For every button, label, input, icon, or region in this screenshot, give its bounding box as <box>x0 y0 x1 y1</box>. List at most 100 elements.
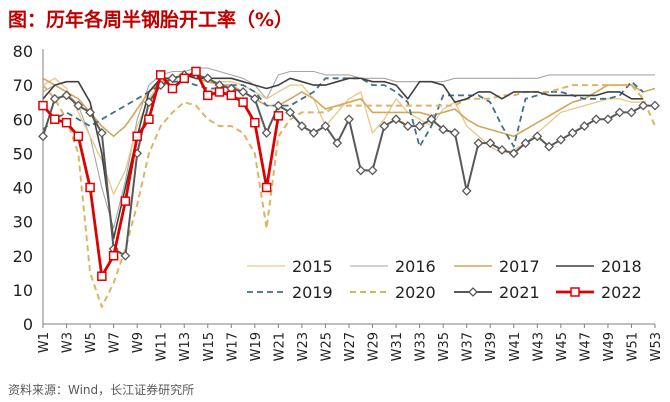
chart-title: 图：历年各周半钢胎开工率（%） <box>8 9 294 31</box>
data-point-2021 <box>414 121 425 131</box>
x-tick-label: W11 <box>155 332 170 361</box>
data-point-2021 <box>320 121 331 131</box>
series-2022 <box>38 66 284 281</box>
data-point-2022 <box>238 97 248 107</box>
x-tick-label: W23 <box>296 332 311 361</box>
data-point-2022 <box>144 114 154 124</box>
source-note: 资料来源：Wind，长江证券研究所 <box>8 383 195 397</box>
legend-marker <box>468 287 478 297</box>
x-tick-label: W33 <box>414 332 429 361</box>
x-tick-label: W17 <box>225 332 240 361</box>
x-tick-label: W49 <box>602 332 617 361</box>
data-point-2021 <box>367 165 378 176</box>
x-tick-label: W51 <box>625 332 640 361</box>
data-point-2022 <box>132 131 142 142</box>
data-point-2021 <box>167 73 178 84</box>
x-tick-label: W31 <box>390 332 405 361</box>
data-point-2021 <box>144 97 154 108</box>
x-tick-label: W1 <box>37 332 52 353</box>
data-point-2021 <box>391 114 401 125</box>
data-point-2021 <box>38 131 48 142</box>
legend-item-2016: 2016 <box>350 257 436 276</box>
data-point-2022 <box>273 111 284 121</box>
series-2021 <box>38 69 660 261</box>
x-tick-label: W3 <box>61 332 76 353</box>
data-point-2021 <box>120 250 131 261</box>
x-tick-label: W53 <box>649 332 664 361</box>
data-point-2021 <box>603 114 613 125</box>
series-layer <box>38 66 660 308</box>
data-point-2021 <box>402 121 413 131</box>
data-point-2021 <box>355 165 366 176</box>
data-point-2021 <box>638 100 649 111</box>
data-point-2021 <box>332 138 343 149</box>
x-tick-label: W25 <box>319 332 334 361</box>
x-tick-label: W9 <box>131 332 146 353</box>
data-point-2022 <box>108 251 119 261</box>
x-tick-label: W19 <box>249 332 264 361</box>
legend-item-2020: 2020 <box>350 283 436 302</box>
x-tick-label: W35 <box>437 332 452 361</box>
data-point-2021 <box>520 138 531 149</box>
data-point-2021 <box>626 107 637 118</box>
data-point-2022 <box>261 182 272 193</box>
legend-item-2019: 2019 <box>247 283 333 302</box>
legend-label: 2019 <box>292 283 333 302</box>
data-point-2021 <box>249 93 260 104</box>
data-point-2022 <box>214 87 225 97</box>
data-point-2021 <box>497 145 507 155</box>
series-line-2018 <box>42 74 644 240</box>
y-tick-label: 20 <box>13 247 33 266</box>
data-point-2021 <box>96 127 107 138</box>
data-point-2022 <box>179 73 189 84</box>
x-tick-label: W15 <box>202 332 217 361</box>
x-tick-label: W47 <box>578 332 593 361</box>
data-point-2022 <box>167 83 178 94</box>
x-tick-label: W39 <box>484 332 499 361</box>
data-point-2021 <box>461 185 472 196</box>
series-line-2020 <box>42 84 656 308</box>
legend-label: 2016 <box>395 257 436 276</box>
legend-label: 2022 <box>601 283 642 302</box>
legend-marker <box>570 287 580 297</box>
data-point-2021 <box>438 124 449 135</box>
legend-label: 2020 <box>395 283 436 302</box>
legend-label: 2021 <box>499 283 540 302</box>
y-tick-label: 80 <box>13 42 33 61</box>
data-point-2021 <box>555 134 566 145</box>
data-point-2021 <box>273 100 284 111</box>
x-tick-label: W5 <box>84 332 99 353</box>
legend-item-2021: 2021 <box>454 283 540 302</box>
y-tick-label: 50 <box>13 144 33 163</box>
data-point-2021 <box>285 107 296 118</box>
data-point-2021 <box>567 127 578 138</box>
data-point-2021 <box>508 148 519 159</box>
y-tick-label: 0 <box>23 315 33 334</box>
data-point-2021 <box>379 121 390 131</box>
data-point-2021 <box>426 114 437 125</box>
data-point-2021 <box>591 114 602 125</box>
series-2020 <box>42 84 656 308</box>
x-tick-label: W41 <box>508 332 523 361</box>
data-point-2021 <box>532 131 543 142</box>
data-point-2021 <box>308 127 319 138</box>
y-tick-label: 10 <box>13 281 33 300</box>
data-point-2022 <box>97 271 107 281</box>
data-point-2021 <box>344 114 354 125</box>
data-point-2021 <box>73 100 84 111</box>
y-tick-label: 30 <box>13 213 33 232</box>
data-point-2021 <box>202 73 213 84</box>
legend-item-2018: 2018 <box>556 257 642 276</box>
legend-item-2022: 2022 <box>556 283 642 302</box>
data-point-2022 <box>38 100 48 111</box>
legend-item-2015: 2015 <box>247 257 333 276</box>
data-point-2022 <box>191 66 201 77</box>
data-point-2021 <box>614 107 625 118</box>
legend-label: 2015 <box>292 257 333 276</box>
data-point-2022 <box>50 114 60 124</box>
data-point-2021 <box>85 107 95 118</box>
x-tick-label: W21 <box>272 332 287 361</box>
x-tick-label: W29 <box>367 332 382 361</box>
series-2018 <box>42 74 644 240</box>
